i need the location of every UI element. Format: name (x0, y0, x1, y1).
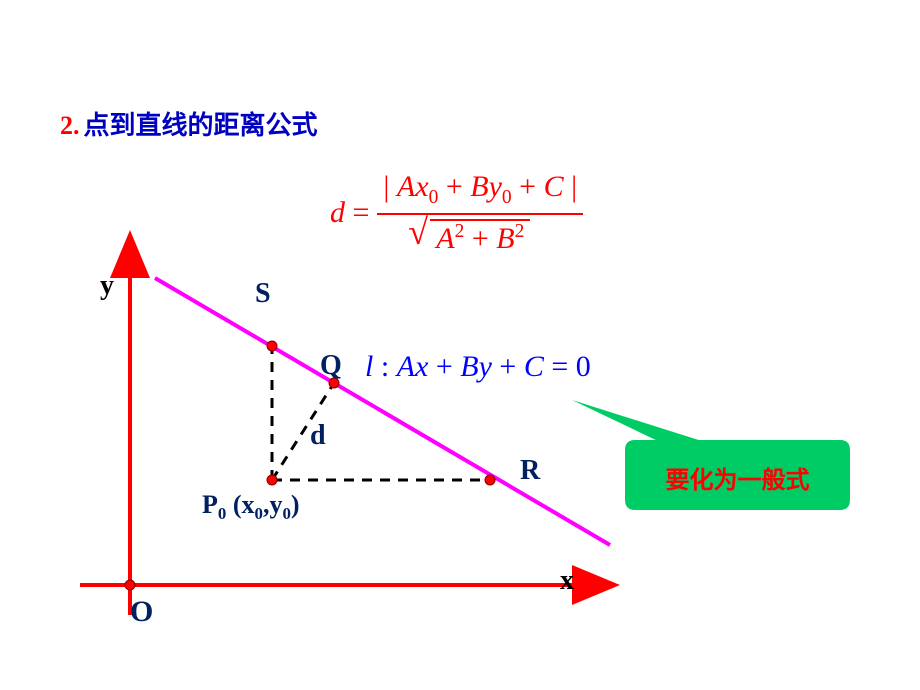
origin-dot (125, 580, 135, 590)
eq-plus2: + (492, 350, 524, 383)
p0-open: (x (226, 490, 254, 519)
label-r: R (520, 455, 540, 487)
callout-text: 要化为一般式 (625, 460, 850, 495)
label-p0: P0 (x0,y0) (202, 490, 300, 524)
eq-colon: : (373, 350, 396, 383)
point-p0 (267, 475, 277, 485)
x-axis-label: x (560, 565, 574, 597)
y-axis-label: y (100, 270, 114, 302)
point-r (485, 475, 495, 485)
label-q: Q (320, 350, 342, 382)
eq-A: A (397, 350, 415, 383)
eq-plus1: + (428, 350, 460, 383)
origin-label: O (130, 595, 153, 629)
eq-B: B (460, 350, 478, 383)
eq-eq0: = 0 (544, 350, 591, 383)
eq-x: x (415, 350, 428, 383)
label-d: d (310, 420, 326, 452)
p0-xsub: 0 (255, 504, 263, 523)
p0-close: ) (291, 490, 300, 519)
p0-p: P (202, 490, 218, 519)
p0-mid: ,y (263, 490, 283, 519)
eq-C: C (524, 350, 544, 383)
label-s: S (255, 278, 271, 310)
line-equation: l : Ax + By + C = 0 (365, 350, 591, 384)
callout-tail (572, 400, 705, 442)
point-s (267, 341, 277, 351)
p0-ysub: 0 (282, 504, 290, 523)
eq-y: y (479, 350, 492, 383)
diagram-svg (0, 0, 920, 690)
